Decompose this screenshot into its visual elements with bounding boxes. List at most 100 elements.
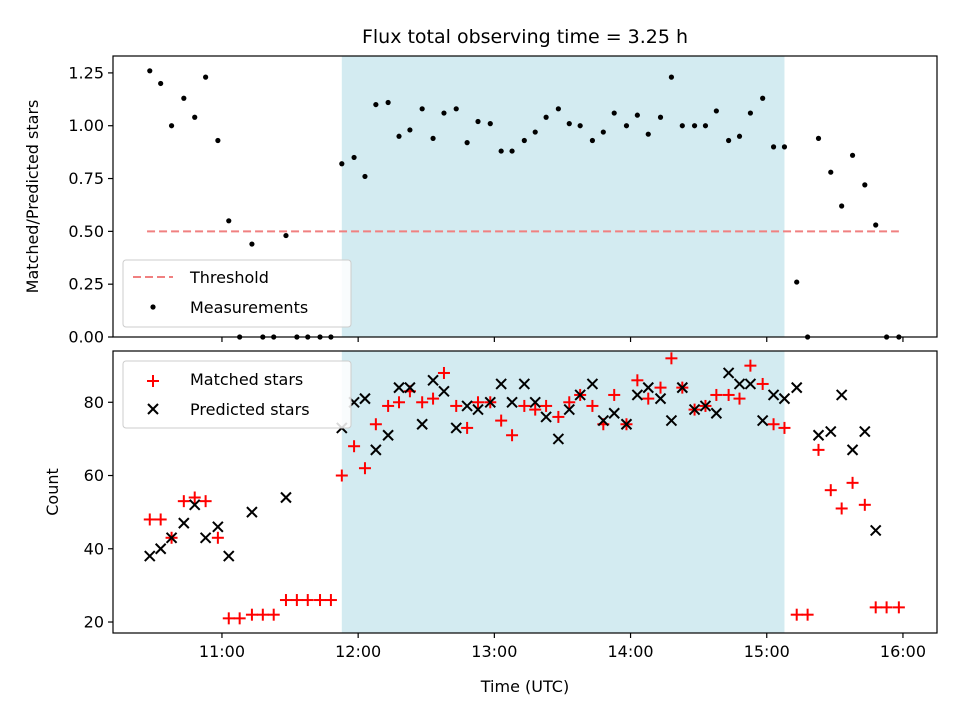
bottom-x-tick-label: 14:00 (607, 642, 653, 661)
measurement-point (679, 123, 685, 129)
predicted-star-point (472, 403, 484, 416)
matched-star-point (608, 388, 621, 401)
matched-star-point (143, 513, 156, 526)
predicted-star-point (846, 444, 859, 456)
measurement-point (691, 123, 698, 129)
matched-star-point (892, 601, 905, 614)
measurement-point (475, 118, 481, 125)
matched-star-point (335, 469, 348, 482)
predicted-star-point (870, 524, 882, 537)
measurement-point (849, 152, 856, 158)
predicted-star-point (178, 517, 190, 529)
predicted-star-point (165, 532, 178, 544)
measurement-point (215, 137, 221, 144)
predicted-star-point (699, 400, 712, 412)
measurement-point (657, 114, 664, 120)
bottom-x-tick-label: 13:00 (471, 642, 517, 661)
matched-star-point (358, 462, 371, 475)
measurement-point (181, 95, 187, 101)
predicted-star-point (484, 396, 496, 408)
matched-star-point (154, 513, 167, 526)
predicted-star-point (733, 378, 746, 390)
predicted-star-point (756, 414, 769, 427)
matched-star-point (869, 601, 882, 614)
bottom-x-axis-label: Time (UTC) (480, 677, 569, 696)
measurement-point (794, 279, 800, 285)
measurement-point (407, 127, 413, 133)
top-y-tick-label: 0.25 (68, 275, 104, 294)
bottom-x-ticks: 11:00 12:00 13:00 14:00 15:00 16:00 (199, 633, 926, 661)
measurement-point (532, 129, 538, 135)
measurement-point (168, 123, 175, 129)
predicted-star-point (722, 367, 735, 379)
bottom-legend: Matched stars Predicted stars (122, 360, 352, 429)
top-y-tick-label: 1.25 (68, 63, 104, 82)
matched-star-point (188, 491, 201, 504)
measurement-point (589, 137, 596, 144)
predicted-star-point (631, 389, 644, 401)
bottom-x-tick-label: 11:00 (199, 642, 245, 661)
predicted-star-point (859, 425, 871, 438)
matched-star-point (301, 594, 314, 607)
matched-star-point (393, 396, 406, 409)
measurement-point (747, 110, 754, 116)
measurement-point (487, 121, 493, 127)
measurement-point (464, 140, 470, 146)
measurement-point (702, 123, 709, 129)
matched-star-point (540, 399, 553, 412)
predicted-star-point (154, 543, 167, 555)
matched-star-point (529, 403, 542, 416)
measurement-point (862, 182, 868, 188)
predicted-star-point (665, 414, 678, 427)
matched-star-point (369, 418, 382, 431)
predicted-star-point (676, 381, 689, 394)
matched-star-point (778, 421, 791, 434)
measurement-point (441, 110, 447, 116)
matched-star-point (211, 531, 224, 544)
matched-star-point (416, 396, 429, 409)
predicted-star-point (825, 425, 837, 438)
measurement-point (396, 133, 402, 139)
predicted-star-point (791, 381, 803, 394)
predicted-star-point (586, 378, 599, 390)
predicted-star-point (416, 418, 428, 430)
measurement-point (192, 114, 198, 120)
matched-star-point (461, 421, 474, 434)
measurement-point (226, 218, 232, 224)
matched-star-point (744, 359, 757, 372)
predicted-star-point (835, 389, 848, 401)
matched-star-point (324, 594, 337, 607)
predicted-star-point (620, 418, 633, 430)
predicted-star-point (382, 429, 394, 441)
measurement-point (373, 101, 379, 108)
measurement-point (430, 135, 436, 141)
predicted-star-point (393, 381, 405, 394)
matched-star-point (290, 594, 303, 607)
legend-matched-swatch (147, 375, 159, 387)
top-title: Flux total observing time = 3.25 h (362, 26, 688, 48)
predicted-star-point (688, 403, 701, 416)
predicted-star-point (404, 381, 416, 394)
measurement-point (158, 80, 164, 87)
matched-star-point (314, 594, 327, 607)
matched-star-point (812, 443, 825, 456)
top-panel: 0.00 0.25 0.50 0.75 1.00 1.25 Flux total obse… (23, 26, 938, 347)
matched-star-point (642, 392, 655, 405)
measurement-point (839, 203, 845, 209)
matched-star-point (880, 601, 893, 614)
matched-star-point (199, 495, 212, 508)
predicted-star-point (212, 521, 224, 533)
measurement-point (668, 74, 675, 80)
predicted-star-point (563, 403, 575, 416)
top-y-tick-label: 0.75 (68, 169, 104, 188)
matched-star-point (427, 392, 440, 405)
bottom-x-tick-label: 15:00 (744, 642, 790, 661)
top-y-tick-label: 0.00 (68, 328, 104, 347)
bottom-y-axis-label: Count (43, 468, 62, 516)
predicted-star-point (370, 444, 382, 456)
measurement-point (566, 121, 572, 127)
measurement-point (815, 135, 822, 141)
predicted-star-point (529, 396, 541, 408)
